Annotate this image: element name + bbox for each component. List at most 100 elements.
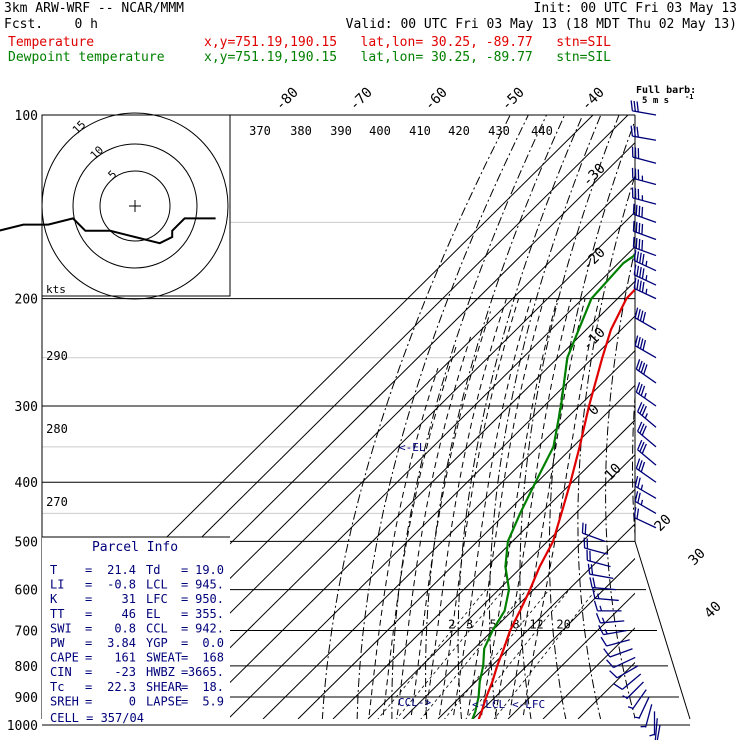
wind-barb <box>634 335 657 359</box>
wind-barb-feather <box>640 461 646 473</box>
wind-barb-half-feather <box>640 499 644 506</box>
isotherm-label: 30 <box>686 546 709 569</box>
param-equals: = <box>181 592 188 606</box>
wind-barb-feather <box>640 385 646 396</box>
wind-barb-feather <box>638 383 643 395</box>
wind-barb-feather <box>593 600 599 612</box>
wind-barb-shaft <box>633 246 657 257</box>
dry-adiabat <box>457 115 584 719</box>
wind-barb-feather <box>634 491 639 502</box>
param-value: 22.3 <box>107 680 136 694</box>
hodograph-kts-label: kts <box>46 283 66 296</box>
wind-barb-feather <box>636 508 640 519</box>
pressure-tick-label: 700 <box>15 624 38 639</box>
param-equals: = <box>181 665 188 679</box>
wind-barb-shaft <box>633 230 657 241</box>
isotherm-label: -40 <box>579 85 608 114</box>
wind-barb-feather <box>637 439 643 450</box>
param-name: SHEAR <box>146 680 183 694</box>
mixing-ratio-line <box>420 589 528 719</box>
moist-adiabat <box>438 298 520 719</box>
theta-label: 370 <box>249 124 271 138</box>
wind-barb-feather <box>636 279 640 290</box>
param-value: 46 <box>122 607 136 621</box>
wind-barb-half-feather <box>644 413 648 419</box>
dry-adiabat <box>632 390 635 541</box>
param-equals: = <box>85 665 92 679</box>
wind-barb <box>632 203 657 224</box>
param-name: CCL <box>146 621 168 635</box>
dewpoint-trace <box>471 253 635 719</box>
wind-barb-feather <box>639 338 644 349</box>
wind-barb-feather <box>641 281 645 293</box>
wind-barb-feather <box>636 126 639 138</box>
param-name: YGP <box>146 636 168 650</box>
wind-barb-shaft <box>632 197 657 205</box>
isotherm-label: -80 <box>273 85 302 114</box>
dry-adiabat <box>489 115 602 719</box>
theta-label: 380 <box>290 124 312 138</box>
dry-adiabat <box>356 115 529 719</box>
param-equals: = <box>85 694 92 708</box>
wind-barb-feather <box>633 100 636 112</box>
wind-barb-feather <box>641 405 647 416</box>
wind-barb-shaft <box>632 135 657 141</box>
wind-barb <box>587 563 614 580</box>
wind-barb-feather <box>603 648 611 658</box>
wind-barb-shaft <box>634 500 657 514</box>
isotherm <box>472 557 635 719</box>
wind-barb <box>649 711 656 737</box>
pressure-tick-label: 200 <box>15 293 38 308</box>
wind-barb <box>630 100 657 116</box>
moist-adiabat <box>452 298 532 719</box>
wind-barb-feather <box>638 205 641 217</box>
wind-barb <box>593 600 622 612</box>
wind-barb-feather <box>600 636 608 647</box>
wind-barb <box>640 704 653 728</box>
wind-barb-feather <box>587 563 591 575</box>
param-equals: = <box>181 636 188 650</box>
wind-barb-shaft <box>613 656 636 669</box>
param-value: 0 <box>129 694 136 708</box>
dry-adiabat <box>605 247 635 719</box>
wind-barb-shaft <box>634 485 657 499</box>
wind-barb-feather <box>637 336 641 348</box>
theta-label: 400 <box>369 124 391 138</box>
mixing-ratio-line <box>395 589 504 719</box>
wind-barb-feather <box>634 335 639 346</box>
wind-barb <box>634 696 650 720</box>
param-name: CIN <box>50 665 72 679</box>
param-equals: = <box>85 578 92 592</box>
moist-adiabat <box>466 298 545 719</box>
wind-barb <box>631 187 657 205</box>
isotherm-label: 40 <box>702 599 725 622</box>
param-value: 161 <box>114 651 136 665</box>
dry-adiabat <box>519 115 620 719</box>
wind-barb-shaft <box>587 559 611 568</box>
param-value: 355. <box>195 607 224 621</box>
param-equals: = <box>181 651 188 665</box>
wind-barb-feather <box>592 577 596 588</box>
wind-barb-feather <box>638 222 641 234</box>
moist-adiabat <box>424 298 507 719</box>
dry-adiabat <box>391 115 547 719</box>
wind-barb-shaft <box>582 532 606 542</box>
wind-barb-shaft <box>632 156 657 164</box>
wind-barb-shaft <box>654 718 658 740</box>
wind-barb-feather <box>598 625 604 635</box>
param-equals: = <box>85 636 92 650</box>
wind-barb <box>598 625 628 636</box>
isotherm <box>297 384 635 719</box>
param-equals: = <box>85 563 92 577</box>
wind-barb-shaft <box>592 586 617 591</box>
dry-adiabat <box>733 115 740 738</box>
wind-barb-half-feather <box>622 695 628 699</box>
mixing-ratio-label: 2 <box>448 617 455 631</box>
param-name: TT <box>50 607 64 621</box>
wind-barb <box>631 167 657 186</box>
wind-barb-half-feather <box>643 392 647 399</box>
wind-barb <box>630 125 657 141</box>
mixing-ratio-line <box>444 589 550 719</box>
theta-label: 290 <box>46 349 68 363</box>
wind-barb <box>589 577 617 591</box>
